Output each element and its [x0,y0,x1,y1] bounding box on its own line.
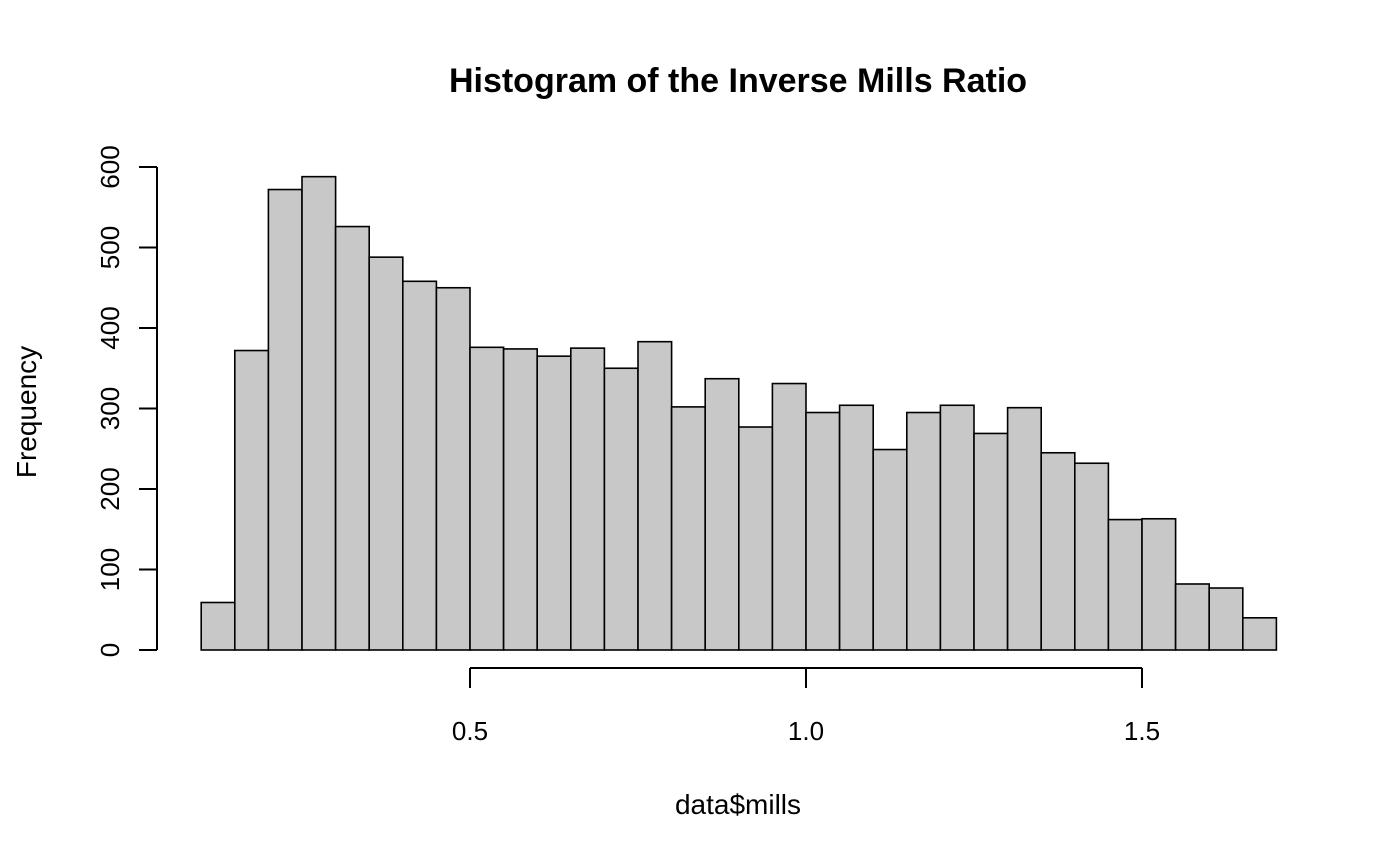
y-tick-label: 0 [95,643,125,657]
histogram-bar [1040,451,1076,651]
x-axis-label: data$mills [675,789,801,820]
bars-group [200,175,1278,651]
y-tick-label: 200 [95,467,125,510]
x-tick-label: 1.5 [1124,716,1160,746]
histogram-bar [603,367,639,651]
histogram-bar [301,175,337,651]
histogram-bar [872,448,908,651]
y-tick-label: 100 [95,548,125,591]
y-axis: 0 100 200 300 400 500 600 [95,145,158,657]
histogram-bar [939,404,975,651]
histogram-bar [1074,462,1110,651]
histogram-bar [502,348,539,651]
histogram-bar [1208,587,1244,651]
histogram-bar [435,286,471,651]
histogram-bar [973,432,1009,651]
histogram-bar [368,256,404,651]
histogram-bar [401,280,438,651]
y-tick-label: 500 [95,226,125,269]
histogram-bar [637,340,673,651]
x-axis: 0.5 1.0 1.5 [452,667,1160,746]
x-tick-label: 1.0 [788,716,824,746]
histogram-bar [536,355,572,651]
histogram-bar [905,411,942,651]
histogram-bar [1141,517,1177,651]
histogram-bar [334,225,371,651]
histogram-bar [670,406,706,651]
histogram-bar [469,346,505,651]
y-tick-label: 300 [95,387,125,430]
histogram-bar [267,188,303,651]
y-tick-label: 400 [95,306,125,349]
x-tick-label: 0.5 [452,716,488,746]
histogram-bar [1107,518,1143,651]
histogram-bar [805,411,841,651]
histogram-bar [1006,406,1042,651]
histogram-bar [838,404,874,651]
histogram-bar [569,347,606,651]
histogram-bar [234,349,270,651]
histogram-bar [1174,583,1210,651]
histogram-bar [1242,616,1278,651]
y-tick-label: 600 [95,145,125,188]
histogram-bar [704,377,740,651]
histogram-bar [200,601,236,651]
histogram-bar [771,382,807,651]
chart-title: Histogram of the Inverse Mills Ratio [449,62,1027,100]
y-axis-label: Frequency [11,346,42,478]
histogram-bar [737,426,774,651]
